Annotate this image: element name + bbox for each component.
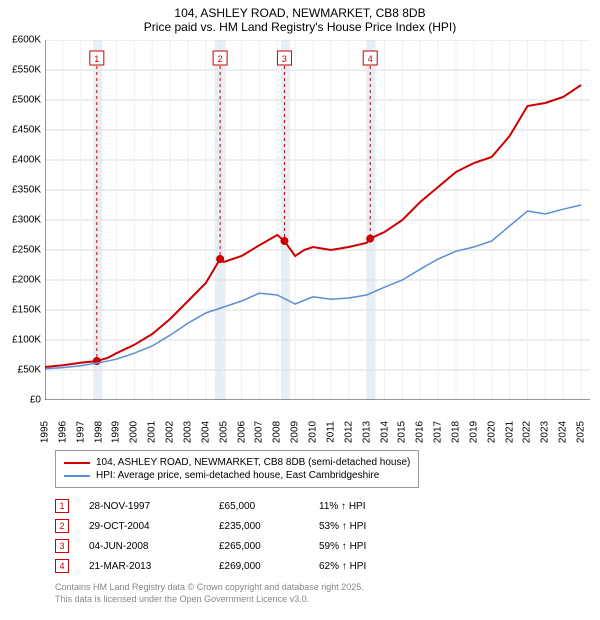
x-tick-label: 2016 [415,421,426,443]
x-tick-label: 2024 [558,421,569,443]
x-tick-label: 2010 [308,421,319,443]
sale-pct: 59% ↑ HPI [319,541,419,552]
x-tick-label: 2013 [361,421,372,443]
sale-date: 04-JUN-2008 [89,541,219,552]
x-tick-label: 2004 [200,421,211,443]
sales-table: 1 28-NOV-1997£65,00011% ↑ HPI 2 29-OCT-2004… [55,496,419,576]
sale-price: £235,000 [219,521,319,532]
x-tick-label: 2023 [540,421,551,443]
footer: Contains HM Land Registry data © Crown c… [55,582,364,605]
sale-date: 29-OCT-2004 [89,521,219,532]
x-tick-label: 2017 [433,421,444,443]
x-tick-label: 1995 [40,421,51,443]
x-tick-label: 2000 [129,421,140,443]
svg-text:2: 2 [218,54,223,64]
x-tick-label: 2020 [486,421,497,443]
x-tick-label: 2001 [147,421,158,443]
legend-label: HPI: Average price, semi-detached house,… [96,470,379,481]
sale-date: 28-NOV-1997 [89,501,219,512]
x-tick-label: 2018 [450,421,461,443]
footer-line-1: Contains HM Land Registry data © Crown c… [55,582,364,594]
x-tick-label: 2003 [182,421,193,443]
x-tick-label: 2007 [254,421,265,443]
y-axis-labels: £0£50K£100K£150K£200K£250K£300K£350K£400… [0,40,45,400]
y-tick-label: £600K [12,35,41,46]
x-tick-label: 2009 [290,421,301,443]
x-tick-label: 2006 [236,421,247,443]
title-line-2: Price paid vs. HM Land Registry's House … [0,20,600,34]
x-tick-label: 2011 [325,421,336,443]
y-tick-label: £500K [12,95,41,106]
sale-pct: 62% ↑ HPI [319,561,419,572]
legend-label: 104, ASHLEY ROAD, NEWMARKET, CB8 8DB (se… [96,457,410,468]
legend-item: HPI: Average price, semi-detached house,… [64,470,410,481]
x-tick-label: 2002 [165,421,176,443]
x-tick-label: 2012 [343,421,354,443]
x-axis-labels: 1995199619971998199920002001200220032004… [45,402,590,448]
x-tick-label: 2025 [576,421,587,443]
chart-svg: 1 2 3 4 [45,40,590,400]
y-tick-label: £200K [12,275,41,286]
y-tick-label: £150K [12,305,41,316]
y-tick-label: £300K [12,215,41,226]
sales-row: 4 21-MAR-2013£269,00062% ↑ HPI [55,556,419,576]
legend-swatch [64,462,90,464]
sale-marker: 4 [55,559,69,573]
x-tick-label: 2014 [379,421,390,443]
x-tick-label: 1997 [75,421,86,443]
y-tick-label: £50K [18,365,41,376]
sales-row: 3 04-JUN-2008£265,00059% ↑ HPI [55,536,419,556]
sale-price: £65,000 [219,501,319,512]
title-line-1: 104, ASHLEY ROAD, NEWMARKET, CB8 8DB [0,6,600,20]
sale-price: £265,000 [219,541,319,552]
x-tick-label: 2019 [468,421,479,443]
chart-container: 104, ASHLEY ROAD, NEWMARKET, CB8 8DB Pri… [0,0,600,620]
y-tick-label: £350K [12,185,41,196]
sales-row: 1 28-NOV-1997£65,00011% ↑ HPI [55,496,419,516]
y-tick-label: £450K [12,125,41,136]
x-tick-label: 1996 [57,421,68,443]
x-tick-label: 2022 [522,421,533,443]
x-tick-label: 2005 [218,421,229,443]
x-tick-label: 1998 [93,421,104,443]
x-tick-label: 1999 [111,421,122,443]
x-tick-label: 2021 [504,421,515,443]
sale-marker: 3 [55,539,69,553]
title-block: 104, ASHLEY ROAD, NEWMARKET, CB8 8DB Pri… [0,0,600,34]
svg-text:1: 1 [94,54,99,64]
footer-line-2: This data is licensed under the Open Gov… [55,594,364,606]
legend: 104, ASHLEY ROAD, NEWMARKET, CB8 8DB (se… [55,450,419,488]
plot-area: 1 2 3 4 [45,40,590,400]
sale-date: 21-MAR-2013 [89,561,219,572]
y-tick-label: £400K [12,155,41,166]
sale-price: £269,000 [219,561,319,572]
sale-pct: 53% ↑ HPI [319,521,419,532]
x-tick-label: 2015 [397,421,408,443]
sale-marker: 2 [55,519,69,533]
y-tick-label: £250K [12,245,41,256]
sales-row: 2 29-OCT-2004£235,00053% ↑ HPI [55,516,419,536]
svg-text:3: 3 [282,54,287,64]
sale-marker: 1 [55,499,69,513]
x-tick-label: 2008 [272,421,283,443]
svg-text:4: 4 [368,54,373,64]
y-tick-label: £0 [30,395,41,406]
y-tick-label: £550K [12,65,41,76]
y-tick-label: £100K [12,335,41,346]
legend-item: 104, ASHLEY ROAD, NEWMARKET, CB8 8DB (se… [64,457,410,468]
sale-pct: 11% ↑ HPI [319,501,419,512]
legend-swatch [64,475,90,477]
